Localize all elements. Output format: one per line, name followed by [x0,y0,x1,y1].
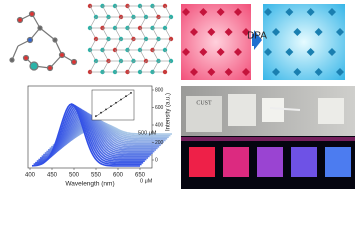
framework-node [199,48,208,56]
y-tick-label: 600 [155,105,164,111]
spectrum-curve [31,103,140,167]
blue-framework [263,4,345,80]
sample-strip [269,107,301,111]
glow-band [181,137,355,141]
framework-node [207,68,216,76]
bottom-concentration: 0 μM [140,178,153,184]
plot-frame [27,85,153,169]
y-tick-label: 200 [155,140,164,146]
framework-node [328,8,336,16]
uv-sample [291,147,317,177]
framework-node [272,28,280,36]
x-tick-label: 400 [25,173,36,179]
framework-node [314,28,323,36]
y-axis-label: Intensity (a.u.) [166,93,172,131]
y-tick-label: 800 [155,87,164,93]
framework-node [224,28,233,36]
card-text: CUST [196,100,212,106]
framework-node [199,8,208,16]
framework-node [182,48,190,56]
framework-node [306,48,315,56]
framework-node [264,8,272,16]
framework-node [207,28,216,36]
packing-node [162,69,168,75]
framework-node [190,28,198,36]
molecule [9,10,78,72]
spectrum-panel: 400 450 500 550 600 650 0 200 400 600 800 [25,85,172,179]
y-tick-label: 400 [155,122,164,128]
top-concentration: 500 μM [138,130,157,136]
framework-node [293,28,302,36]
framework-node [272,68,280,76]
uv-sample [257,147,283,177]
spectrum-curve [33,104,142,166]
sample-film [262,98,284,122]
inset-point [95,115,97,117]
framework-node [306,8,315,16]
x-axis-label: Wavelength (nm) [65,181,114,188]
x-tick-label: 450 [47,173,58,179]
framework-node [190,68,198,76]
x-tick-label: 550 [91,173,102,179]
arrow-label: DPA [247,31,267,42]
framework-node [293,68,302,76]
framework-node [234,48,242,56]
inset-point [110,105,112,107]
y-tick-label: 0 [155,157,158,163]
uv-sample [223,147,249,177]
spectrum-curve [35,105,144,164]
framework-node [336,28,344,36]
inset-point [125,95,127,98]
framework-node [242,28,250,36]
sample-film [228,94,256,126]
inset-point [115,101,117,104]
graphical-abstract: DPA 400 450 500 550 600 650 0 200 400 600 800 Wave… [9,3,355,189]
red-framework [181,4,251,80]
framework-node [234,8,242,16]
arrow [252,30,262,50]
framework-node [328,48,336,56]
framework-node [242,68,250,76]
inset-point [130,92,132,94]
framework-node [224,68,233,76]
framework-node [264,48,272,56]
framework-nodes [182,8,344,76]
x-tick-label: 650 [135,173,146,179]
sample-film [318,98,344,124]
spectrum-curve [38,107,147,161]
x-tick-label: 500 [69,173,80,179]
framework-node [336,68,344,76]
framework-node [216,8,225,16]
inset-point [105,108,107,111]
card [186,96,222,132]
crystal-packing [87,3,174,75]
framework-node [216,48,225,56]
framework-node [182,8,190,16]
x-tick-label: 600 [113,173,124,179]
uv-sample [189,147,215,177]
inset-point [100,111,102,114]
framework-node [285,48,294,56]
framework-node [314,68,323,76]
inset-point [120,98,122,101]
framework-node [285,8,294,16]
spectrum-curve [36,106,145,162]
uv-sample [325,147,351,177]
figure: DPA 400 450 500 550 600 650 0 200 400 600 800 Wave… [9,3,355,189]
